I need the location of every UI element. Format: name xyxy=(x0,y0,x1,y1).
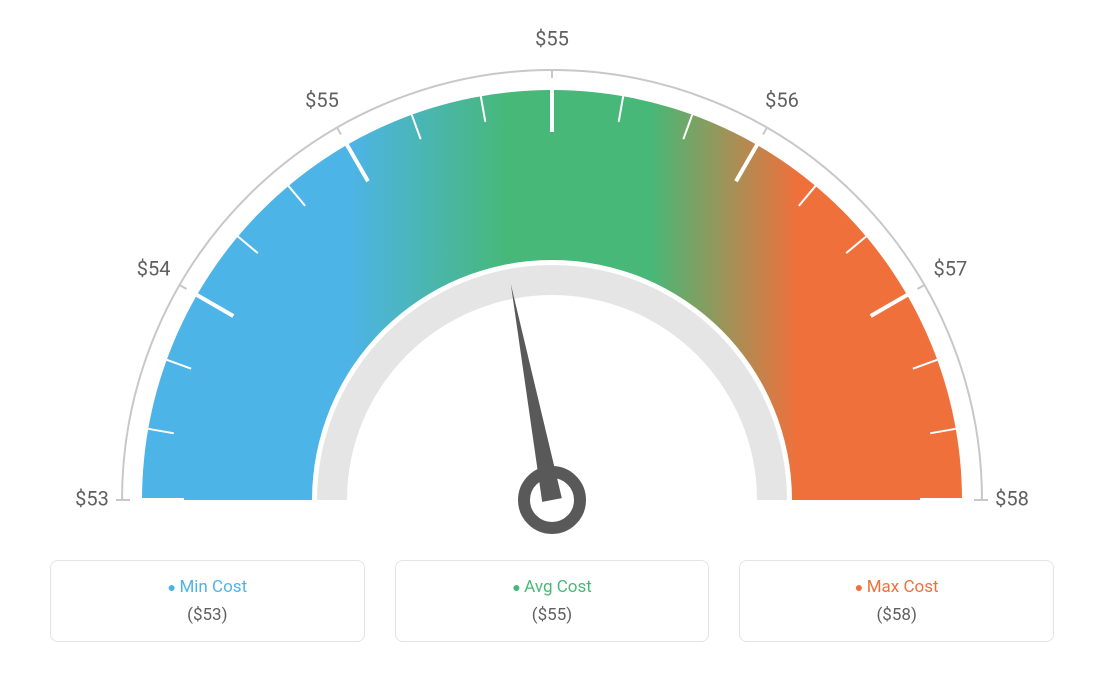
legend-row: Min Cost ($53) Avg Cost ($55) Max Cost (… xyxy=(0,560,1104,642)
legend-avg: Avg Cost ($55) xyxy=(395,560,710,642)
legend-max-value: ($58) xyxy=(760,605,1033,625)
gauge-tick-label: $54 xyxy=(137,256,171,280)
gauge-chart-container: $53 $54 $55 $55 $56 $57 $58 Min Cost ($53) Avg… xyxy=(0,0,1104,690)
legend-max: Max Cost ($58) xyxy=(739,560,1054,642)
gauge-tick-label: $58 xyxy=(995,486,1029,510)
gauge-tick-label: $53 xyxy=(75,486,109,510)
legend-avg-value: ($55) xyxy=(416,605,689,625)
gauge-svg: $53 $54 $55 $55 $56 $57 $58 xyxy=(32,0,1072,560)
legend-avg-label: Avg Cost xyxy=(416,577,689,597)
gauge-tick-label: $56 xyxy=(765,88,799,112)
legend-min-label: Min Cost xyxy=(71,577,344,597)
legend-min: Min Cost ($53) xyxy=(50,560,365,642)
gauge-tick-label: $55 xyxy=(305,88,339,112)
legend-max-label: Max Cost xyxy=(760,577,1033,597)
gauge-tick-label: $57 xyxy=(934,256,968,280)
gauge-area: $53 $54 $55 $55 $56 $57 $58 xyxy=(0,0,1104,560)
gauge-tick-label: $55 xyxy=(535,26,569,50)
legend-min-value: ($53) xyxy=(71,605,344,625)
